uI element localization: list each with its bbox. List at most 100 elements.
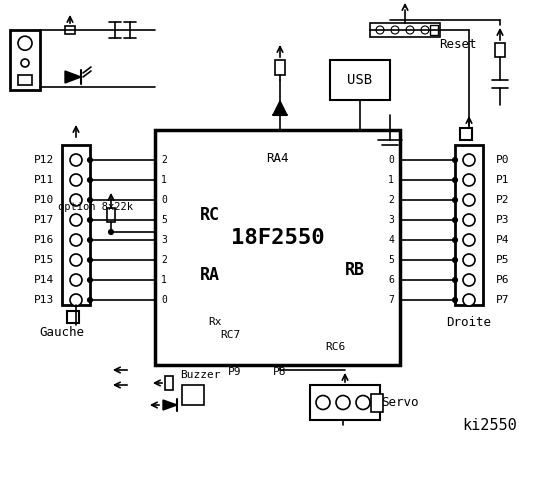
Text: P4: P4: [496, 235, 510, 245]
Circle shape: [391, 26, 399, 34]
Bar: [455, 145, 483, 305]
Text: P15: P15: [34, 255, 54, 265]
Circle shape: [452, 157, 457, 163]
Text: Rx: Rx: [208, 317, 222, 327]
Bar: [65, 26, 75, 34]
Text: 4: 4: [388, 235, 394, 245]
Text: 18F2550: 18F2550: [231, 228, 324, 248]
Circle shape: [87, 217, 92, 223]
Circle shape: [87, 257, 92, 263]
Circle shape: [463, 274, 475, 286]
Bar: [495, 43, 505, 57]
Polygon shape: [65, 71, 81, 83]
Text: RC6: RC6: [325, 342, 345, 352]
Text: 7: 7: [388, 295, 394, 305]
Circle shape: [108, 229, 113, 235]
Polygon shape: [163, 400, 177, 410]
Text: 0: 0: [161, 295, 167, 305]
Bar: [62, 145, 90, 305]
Text: RC: RC: [200, 206, 220, 224]
Circle shape: [463, 194, 475, 206]
Circle shape: [70, 194, 82, 206]
Text: 6: 6: [388, 275, 394, 285]
Bar: [275, 60, 285, 75]
Bar: [67, 311, 79, 323]
Text: 5: 5: [388, 255, 394, 265]
Text: P17: P17: [34, 215, 54, 225]
Text: 1: 1: [161, 275, 167, 285]
Circle shape: [70, 154, 82, 166]
Circle shape: [87, 238, 92, 242]
Circle shape: [87, 178, 92, 182]
Text: 2: 2: [161, 255, 167, 265]
Polygon shape: [273, 101, 287, 115]
Circle shape: [421, 26, 429, 34]
Circle shape: [87, 277, 92, 283]
Text: P7: P7: [496, 295, 510, 305]
Text: 2: 2: [388, 195, 394, 205]
Circle shape: [18, 36, 32, 50]
Circle shape: [70, 254, 82, 266]
Circle shape: [356, 396, 370, 409]
Text: P8: P8: [273, 367, 287, 377]
Circle shape: [452, 217, 457, 223]
Bar: [460, 128, 472, 140]
Circle shape: [87, 157, 92, 163]
Bar: [155, 130, 400, 365]
Circle shape: [452, 238, 457, 242]
Bar: [310, 385, 380, 420]
Text: Droite: Droite: [446, 316, 492, 329]
Text: 2: 2: [161, 155, 167, 165]
Text: RA: RA: [200, 266, 220, 284]
Bar: [370, 23, 440, 37]
Bar: [182, 385, 204, 405]
Circle shape: [316, 396, 330, 409]
Circle shape: [21, 59, 29, 67]
Text: P13: P13: [34, 295, 54, 305]
Circle shape: [463, 294, 475, 306]
Bar: [165, 376, 173, 390]
Text: 1: 1: [388, 175, 394, 185]
Text: P6: P6: [496, 275, 510, 285]
Bar: [18, 75, 32, 85]
Text: P14: P14: [34, 275, 54, 285]
Bar: [430, 25, 438, 35]
Circle shape: [70, 294, 82, 306]
Text: Servo: Servo: [381, 396, 419, 409]
Text: 0: 0: [388, 155, 394, 165]
Circle shape: [463, 254, 475, 266]
Text: RB: RB: [345, 261, 365, 279]
Text: P1: P1: [496, 175, 510, 185]
Circle shape: [463, 214, 475, 226]
Text: Buzzer: Buzzer: [180, 370, 220, 380]
Text: USB: USB: [347, 73, 373, 87]
Bar: [330, 60, 390, 100]
Text: P12: P12: [34, 155, 54, 165]
Circle shape: [87, 197, 92, 203]
Circle shape: [452, 277, 457, 283]
Circle shape: [70, 214, 82, 226]
Text: RA4: RA4: [266, 152, 289, 165]
Text: RC7: RC7: [220, 330, 240, 340]
Circle shape: [87, 298, 92, 302]
Circle shape: [336, 396, 350, 409]
Circle shape: [452, 178, 457, 182]
Circle shape: [70, 274, 82, 286]
Text: option 8x22k: option 8x22k: [58, 202, 133, 212]
Circle shape: [452, 257, 457, 263]
Text: 3: 3: [388, 215, 394, 225]
Circle shape: [463, 154, 475, 166]
Text: Gauche: Gauche: [39, 325, 85, 338]
Text: ki2550: ki2550: [463, 418, 518, 432]
Bar: [10, 30, 40, 90]
Text: 5: 5: [161, 215, 167, 225]
Circle shape: [70, 234, 82, 246]
Text: P0: P0: [496, 155, 510, 165]
Text: 0: 0: [161, 195, 167, 205]
Text: 3: 3: [161, 235, 167, 245]
Text: P10: P10: [34, 195, 54, 205]
Circle shape: [452, 197, 457, 203]
Text: P2: P2: [496, 195, 510, 205]
Circle shape: [70, 174, 82, 186]
Text: P16: P16: [34, 235, 54, 245]
